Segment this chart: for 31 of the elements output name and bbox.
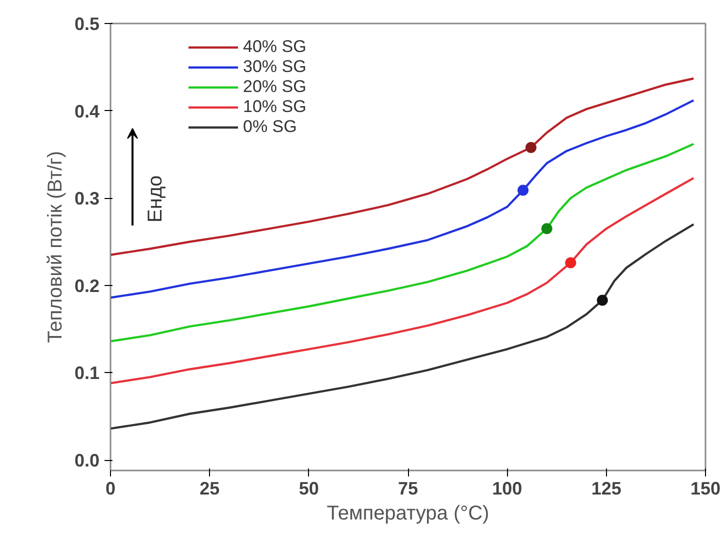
y-tick-label: 0.3 xyxy=(74,188,100,209)
x-tick-label: 100 xyxy=(492,478,522,498)
x-tick-label: 50 xyxy=(298,478,319,498)
y-tick-label: 0.1 xyxy=(74,363,100,384)
legend-label: 10% SG xyxy=(243,97,306,117)
x-tick-label: 25 xyxy=(200,478,220,498)
legend-label: 40% SG xyxy=(243,37,306,57)
x-axis-title: Температура (°C) xyxy=(326,502,490,524)
line-series xyxy=(110,176,695,384)
point xyxy=(541,223,552,234)
line-series xyxy=(110,223,695,430)
y-tick-label: 0.0 xyxy=(74,450,100,471)
y-tick-label: 0.5 xyxy=(74,14,100,34)
x-tick-label: 75 xyxy=(398,478,418,498)
line-series xyxy=(110,142,695,342)
line-series xyxy=(110,77,695,256)
y-tick-label: 0.4 xyxy=(74,101,100,122)
point xyxy=(596,294,608,306)
x-tick-label: 125 xyxy=(591,478,622,498)
x-tick-label: 150 xyxy=(690,478,721,498)
x-tick-label: 0 xyxy=(105,478,116,498)
point xyxy=(518,184,529,196)
point xyxy=(525,142,536,153)
y-axis-title: Тепловий потік (Вт/г) xyxy=(44,150,66,344)
annotation: Ендо xyxy=(144,175,166,222)
legend-label: 0% SG xyxy=(243,117,297,137)
legend-label: 30% SG xyxy=(243,57,306,77)
y-tick-label: 0.2 xyxy=(74,276,100,296)
line-series xyxy=(110,99,695,299)
point xyxy=(565,257,576,268)
legend-label: 20% SG xyxy=(243,77,306,97)
